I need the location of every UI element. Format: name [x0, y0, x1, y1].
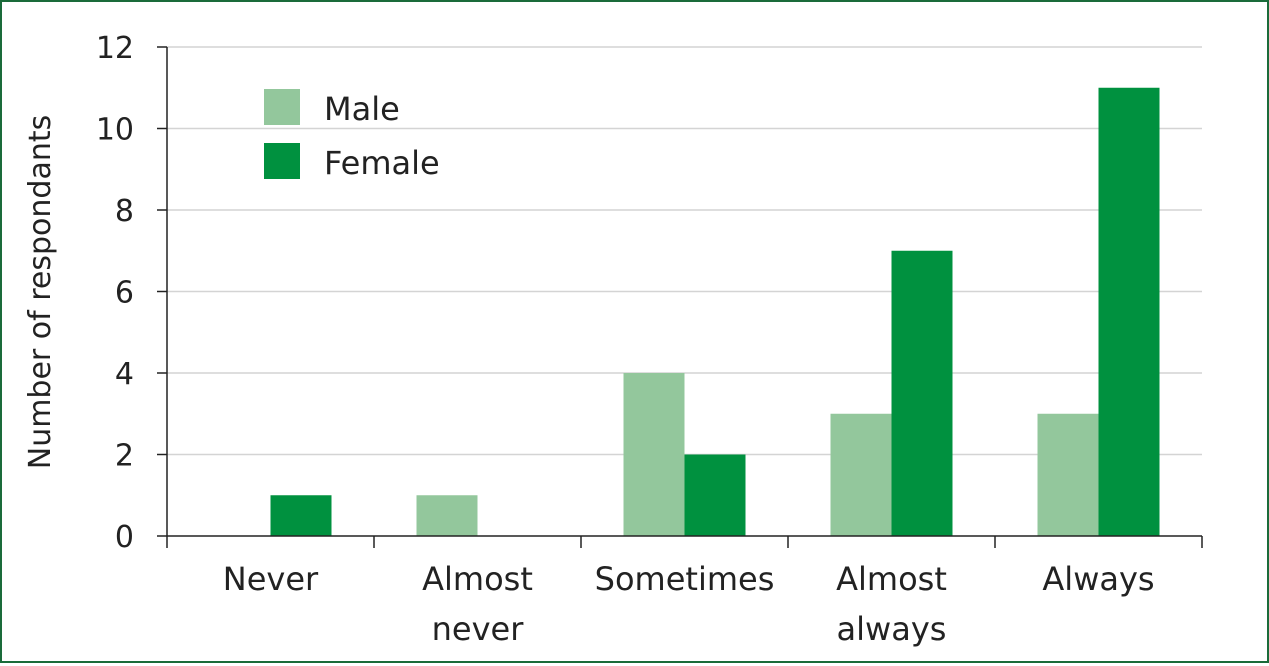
y-tick-label: 2	[115, 439, 134, 474]
bar-male	[1037, 413, 1099, 536]
bar-male	[623, 373, 685, 536]
y-tick-label: 8	[115, 194, 134, 229]
x-category-label: Always	[1042, 560, 1154, 598]
bar-male	[416, 495, 478, 536]
legend-swatch-male	[264, 89, 300, 125]
legend: Male Female	[264, 89, 440, 182]
y-tick-label: 10	[96, 113, 134, 148]
bar-female	[891, 250, 953, 536]
legend-label: Female	[324, 144, 440, 182]
bar-female	[1098, 87, 1160, 536]
x-category-labels: Never Almost never Sometimes Almost always Alw…	[223, 560, 1155, 648]
legend-swatch-female	[264, 143, 300, 179]
y-tick-label: 12	[96, 31, 134, 66]
x-category-label: Never	[223, 560, 319, 598]
x-category-label: Sometimes	[595, 560, 775, 598]
y-tick-label: 0	[115, 520, 134, 555]
y-axis-label: Number of respondants	[23, 115, 58, 470]
legend-label: Male	[324, 90, 400, 128]
bars	[270, 87, 1160, 536]
bar-female	[270, 495, 332, 536]
y-tick-label: 6	[115, 276, 134, 311]
y-tick-label: 4	[115, 357, 134, 392]
x-category-label: Almost never	[422, 560, 533, 648]
y-tick-labels: 0 2 4 6 8 10 12	[96, 31, 167, 555]
gridlines	[167, 46, 1202, 456]
bar-female	[684, 454, 746, 536]
bar-male	[830, 413, 892, 536]
x-category-label: Almost always	[836, 560, 947, 648]
